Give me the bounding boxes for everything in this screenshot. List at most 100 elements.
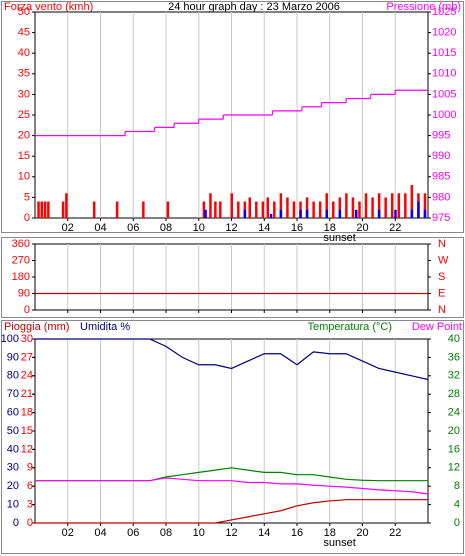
y-tick-label: 1000: [432, 109, 456, 121]
y-tick-label: N: [438, 304, 446, 316]
bar: [255, 201, 258, 218]
bar: [332, 201, 335, 218]
y-tick-label: 1005: [432, 88, 456, 100]
y-tick-label: 10: [7, 499, 19, 511]
bar: [364, 193, 368, 218]
x-tick-label: 10: [193, 527, 205, 539]
bar: [248, 197, 252, 218]
y-tick-label: 6: [27, 480, 33, 492]
y-tick-label: 8: [454, 480, 460, 492]
y-tick-label: 24: [21, 370, 33, 382]
bar: [230, 193, 233, 218]
y-tick-label: 980: [432, 191, 450, 203]
bar: [397, 193, 401, 218]
y-tick-label: 990: [432, 150, 450, 162]
x-tick-label: 22: [389, 222, 401, 234]
bar: [279, 209, 283, 218]
line: [35, 477, 429, 495]
bar: [312, 201, 315, 218]
y-tick-label: 35: [18, 68, 30, 80]
x-tick-label: 02: [62, 222, 74, 234]
y-tick-label: 270: [12, 254, 30, 266]
bar: [61, 201, 65, 218]
panel-frame: [1, 237, 464, 318]
bar: [345, 193, 348, 218]
panel-frame: [1, 320, 464, 554]
x-tick-label: 20: [356, 222, 368, 234]
y-tick-label: 40: [448, 333, 460, 345]
y-tick-label: 985: [432, 171, 450, 183]
y-tick-label: S: [438, 271, 445, 283]
bar: [318, 201, 322, 218]
y-tick-label: 70: [7, 388, 19, 400]
bar: [390, 193, 394, 218]
y-tick-label: 3: [27, 499, 33, 511]
y-tick-label: 1025: [432, 6, 456, 18]
x-tick-label: 16: [291, 222, 303, 234]
y-tick-label: 1010: [432, 68, 456, 80]
y-tick-label: 90: [7, 351, 19, 363]
y-tick-label: 90: [18, 287, 30, 299]
x-tick-label: 06: [127, 527, 139, 539]
bar: [279, 193, 283, 218]
bar: [209, 193, 212, 218]
x-tick-label: 10: [193, 222, 205, 234]
y-tick-label: 30: [7, 462, 19, 474]
y-tick-label: 9: [27, 462, 33, 474]
y3-axis-title: Pioggia (mm): [4, 321, 69, 333]
bar: [358, 201, 361, 218]
y-tick-label: 20: [7, 480, 19, 492]
y-tick-label: 1020: [432, 27, 456, 39]
y-tick-label: 50: [7, 425, 19, 437]
x-tick-label: 08: [160, 527, 172, 539]
y-tick-label: 36: [448, 351, 460, 363]
bar: [219, 201, 222, 218]
bar: [338, 197, 342, 218]
x-tick-label: 12: [225, 527, 237, 539]
bar: [266, 197, 270, 218]
bar: [214, 201, 217, 218]
y-tick-label: 100: [1, 333, 19, 345]
line: [35, 338, 429, 381]
bar: [142, 201, 145, 218]
y-tick-label: N: [438, 238, 446, 250]
y-tick-label: 4: [454, 499, 460, 511]
annotation: sunset: [323, 537, 355, 549]
y-tick-label: 18: [21, 407, 33, 419]
bar: [269, 213, 273, 218]
bar: [305, 197, 309, 218]
bar: [325, 193, 328, 218]
y-tick-label: 27: [21, 351, 33, 363]
y-tick-label: 15: [18, 150, 30, 162]
y-tick-label: 0: [24, 212, 30, 224]
y-tick-label: 32: [448, 370, 460, 382]
y-tick-label: W: [438, 254, 449, 266]
bar: [37, 201, 40, 218]
bar: [305, 209, 309, 218]
bar: [237, 201, 240, 218]
y-tick-label: 24: [448, 407, 460, 419]
bar: [261, 201, 265, 218]
y-tick-label: 0: [13, 517, 19, 529]
x-tick-label: 18: [324, 222, 336, 234]
bar: [40, 201, 44, 218]
y-tick-label: 20: [448, 425, 460, 437]
x-tick-label: 12: [225, 222, 237, 234]
y-tick-label: 975: [432, 212, 450, 224]
y2-axis-title: Temperatura (°C): [308, 321, 392, 333]
y-tick-label: 50: [18, 6, 30, 18]
y-tick-label: 25: [18, 109, 30, 121]
bar: [377, 209, 381, 218]
bar: [423, 193, 427, 218]
x-tick-label: 06: [127, 222, 139, 234]
y-tick-label: 15: [21, 425, 33, 437]
bar: [410, 185, 414, 218]
bar: [92, 201, 96, 218]
y-tick-label: 80: [7, 370, 19, 382]
y-tick-label: 10: [18, 171, 30, 183]
bar: [43, 201, 47, 218]
panel-frame: [1, 1, 464, 233]
bar: [410, 209, 414, 218]
x-tick-label: 04: [94, 527, 106, 539]
